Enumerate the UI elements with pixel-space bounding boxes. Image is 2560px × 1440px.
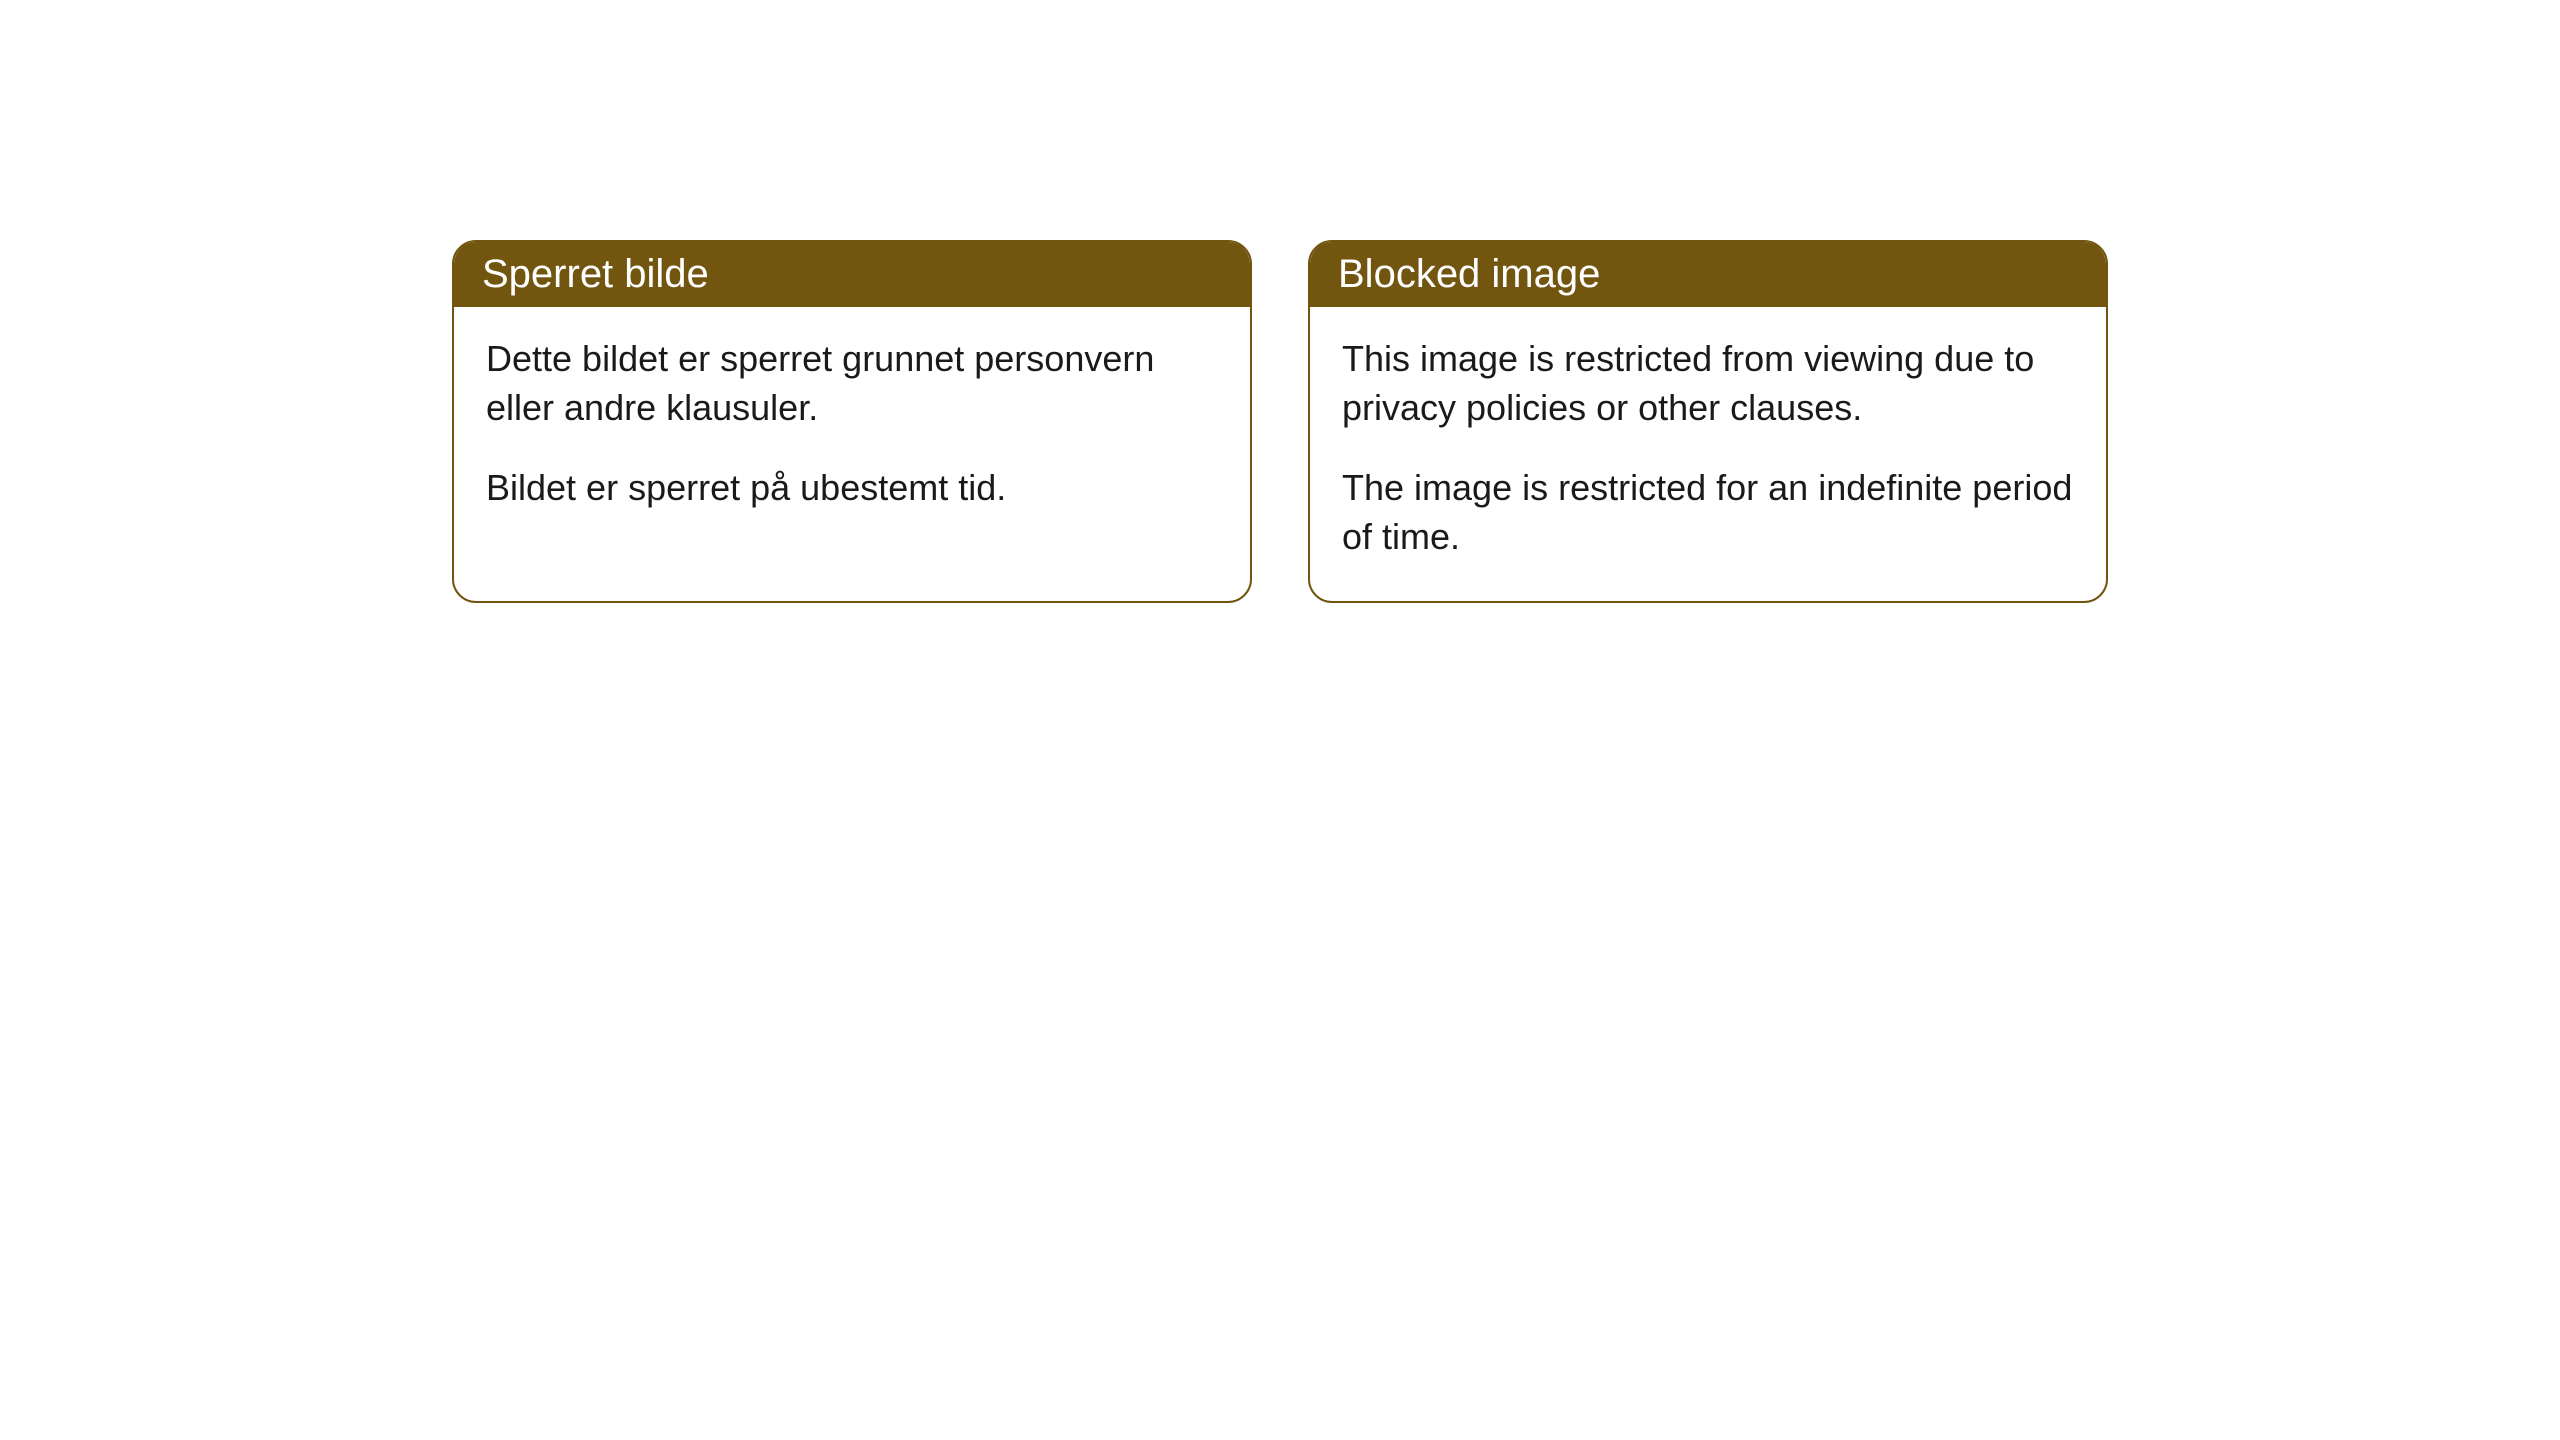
- card-title: Blocked image: [1338, 252, 1600, 296]
- card-header: Sperret bilde: [454, 242, 1250, 307]
- card-title: Sperret bilde: [482, 252, 709, 296]
- card-body: This image is restricted from viewing du…: [1310, 307, 2106, 601]
- card-paragraph: Dette bildet er sperret grunnet personve…: [486, 335, 1218, 432]
- card-paragraph: The image is restricted for an indefinit…: [1342, 464, 2074, 561]
- blocked-image-card-norwegian: Sperret bilde Dette bildet er sperret gr…: [452, 240, 1252, 603]
- cards-container: Sperret bilde Dette bildet er sperret gr…: [0, 240, 2560, 603]
- card-header: Blocked image: [1310, 242, 2106, 307]
- card-paragraph: This image is restricted from viewing du…: [1342, 335, 2074, 432]
- blocked-image-card-english: Blocked image This image is restricted f…: [1308, 240, 2108, 603]
- card-body: Dette bildet er sperret grunnet personve…: [454, 307, 1250, 553]
- card-paragraph: Bildet er sperret på ubestemt tid.: [486, 464, 1218, 513]
